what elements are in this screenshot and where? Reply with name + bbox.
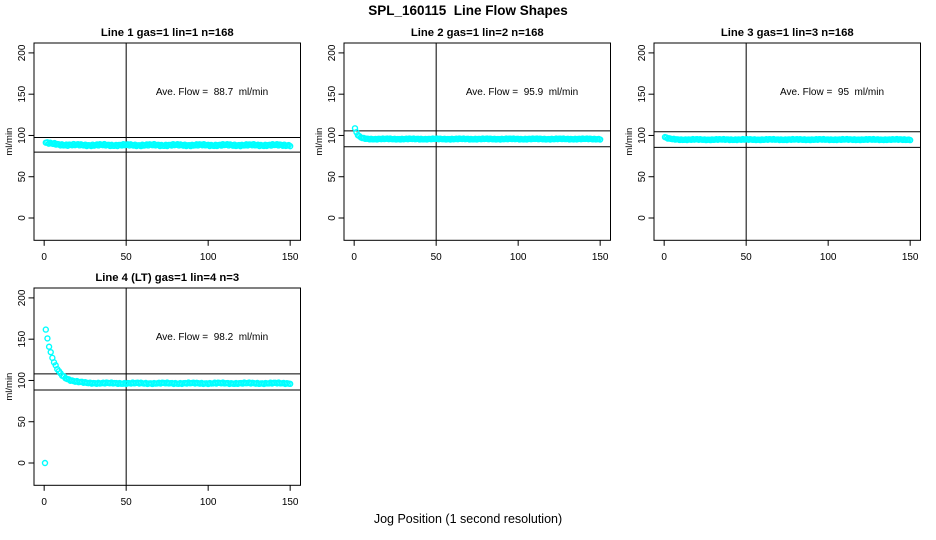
y-tick-label: 0 bbox=[327, 215, 338, 221]
y-tick-label: 200 bbox=[17, 44, 28, 61]
data-point bbox=[44, 335, 51, 342]
data-point bbox=[42, 326, 50, 333]
y-tick-label: 0 bbox=[17, 215, 28, 221]
y-tick-label: 0 bbox=[17, 460, 28, 466]
panel-line1-plot: Line 1 gas=1 lin=1 n=168 0 50 100 150 200 ml/m… bbox=[4, 27, 301, 263]
x-tick-label: 0 bbox=[351, 252, 357, 263]
plot-box bbox=[343, 42, 611, 241]
x-tick-label: 0 bbox=[41, 497, 47, 508]
data-point bbox=[47, 348, 54, 356]
ave-flow-annotation: Ave. Flow = 95.9 ml/min bbox=[466, 87, 578, 98]
y-tick-label: 200 bbox=[637, 44, 648, 61]
y-tick-label: 200 bbox=[17, 289, 28, 306]
panel-title: Line 2 gas=1 lin=2 n=168 bbox=[411, 27, 544, 39]
plot-box bbox=[33, 287, 301, 486]
x-tick-label: 50 bbox=[431, 252, 443, 263]
y-tick-label: 150 bbox=[17, 85, 28, 102]
y-tick-label: 50 bbox=[327, 171, 338, 183]
y-tick-label: 200 bbox=[327, 44, 338, 61]
x-tick-label: 50 bbox=[121, 497, 133, 508]
panel-title: Line 4 (LT) gas=1 lin=4 n=3 bbox=[95, 272, 239, 284]
y-tick-label: 50 bbox=[17, 416, 28, 428]
y-tick-label: 100 bbox=[17, 127, 28, 144]
y-tick-label: 100 bbox=[327, 127, 338, 144]
x-tick-label: 100 bbox=[510, 252, 527, 263]
data-points bbox=[661, 133, 914, 144]
y-tick-label: 100 bbox=[637, 127, 648, 144]
y-axis-title: ml/min bbox=[4, 128, 15, 156]
data-point bbox=[353, 128, 360, 136]
panel-line4-plot: Line 4 (LT) gas=1 lin=4 n=3 0 50 100 150 200 m… bbox=[4, 272, 301, 508]
y-tick-label: 100 bbox=[17, 372, 28, 389]
y-axis-title: ml/min bbox=[624, 128, 635, 156]
outlier-point bbox=[41, 459, 49, 467]
data-point bbox=[45, 343, 53, 350]
data-points bbox=[351, 125, 604, 143]
data-point bbox=[286, 142, 294, 150]
y-tick-label: 50 bbox=[17, 171, 28, 183]
x-tick-label: 150 bbox=[282, 497, 299, 508]
data-point bbox=[286, 380, 294, 388]
x-tick-label: 100 bbox=[200, 497, 217, 508]
x-tick-label: 50 bbox=[741, 252, 753, 263]
y-tick-label: 150 bbox=[17, 330, 28, 347]
x-tick-label: 50 bbox=[121, 252, 133, 263]
x-tick-label: 0 bbox=[41, 252, 47, 263]
data-point bbox=[596, 136, 604, 143]
ave-flow-annotation: Ave. Flow = 98.2 ml/min bbox=[156, 332, 268, 343]
panel-title: Line 1 gas=1 lin=1 n=168 bbox=[101, 27, 234, 39]
x-tick-label: 150 bbox=[592, 252, 609, 263]
data-points bbox=[41, 326, 294, 467]
data-point bbox=[906, 136, 914, 144]
x-tick-label: 150 bbox=[282, 252, 299, 263]
ave-flow-annotation: Ave. Flow = 95 ml/min bbox=[780, 87, 884, 98]
panel-title: Line 3 gas=1 lin=3 n=168 bbox=[721, 27, 854, 39]
main-title: SPL_160115 Line Flow Shapes bbox=[368, 3, 568, 18]
x-tick-label: 100 bbox=[820, 252, 837, 263]
y-axis-title: ml/min bbox=[314, 128, 325, 156]
x-tick-label: 150 bbox=[902, 252, 919, 263]
data-points bbox=[42, 139, 294, 150]
x-axis-label: Jog Position (1 second resolution) bbox=[373, 512, 563, 526]
x-tick-label: 0 bbox=[661, 252, 667, 263]
plot-box bbox=[33, 42, 301, 241]
ave-flow-annotation: Ave. Flow = 88.7 ml/min bbox=[156, 87, 268, 98]
y-tick-label: 50 bbox=[637, 171, 648, 183]
x-tick-label: 100 bbox=[200, 252, 217, 263]
y-axis-title: ml/min bbox=[4, 373, 15, 401]
panel-line2-plot: Line 2 gas=1 lin=2 n=168 0 50 100 150 200 ml/m… bbox=[314, 27, 611, 263]
y-tick-label: 150 bbox=[327, 85, 338, 102]
panel-line3-plot: Line 3 gas=1 lin=3 n=168 0 50 100 150 200 ml/m… bbox=[624, 27, 921, 263]
y-tick-label: 0 bbox=[637, 215, 648, 221]
y-tick-label: 150 bbox=[637, 85, 648, 102]
plot-box bbox=[653, 42, 921, 241]
